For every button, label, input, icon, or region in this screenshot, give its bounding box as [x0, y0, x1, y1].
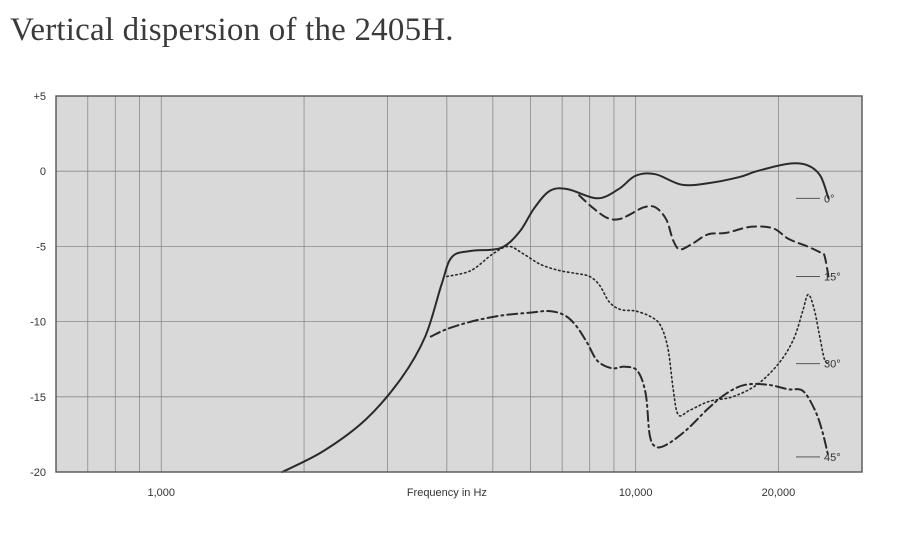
series-line-1: [578, 194, 830, 278]
y-tick-label: 0: [40, 166, 46, 178]
legend: 0° 15° 30° 45°: [796, 193, 841, 464]
x-axis-label: Frequency in Hz: [407, 487, 487, 499]
x-tick-label: 20,000: [762, 487, 796, 499]
y-tick-label: -5: [36, 241, 46, 253]
plot-area: [56, 96, 862, 472]
chart-title: Vertical dispersion of the 2405H.: [10, 12, 454, 48]
y-tick-label: -20: [30, 467, 46, 479]
legend-label-1: 15°: [824, 271, 841, 283]
legend-label-2: 30°: [824, 359, 841, 371]
plot-frame: [55, 95, 863, 473]
series-line-3: [429, 309, 830, 458]
y-tick-label: +5: [33, 91, 46, 103]
series-line-2: [446, 245, 830, 417]
x-tick-label: 1,000: [147, 487, 175, 499]
grid-lines: [56, 95, 862, 473]
legend-label-0: 0°: [824, 193, 835, 205]
y-tick-label: -15: [30, 392, 46, 404]
y-axis: +5 0 -5 -10 -15 -20: [30, 91, 46, 479]
series-lines: [281, 162, 830, 473]
legend-label-3: 45°: [824, 452, 841, 464]
x-tick-label: 10,000: [619, 487, 653, 499]
y-tick-label: -10: [30, 317, 46, 329]
series-line-0: [281, 162, 830, 473]
x-axis: 1,000 10,000 20,000: [147, 487, 795, 499]
